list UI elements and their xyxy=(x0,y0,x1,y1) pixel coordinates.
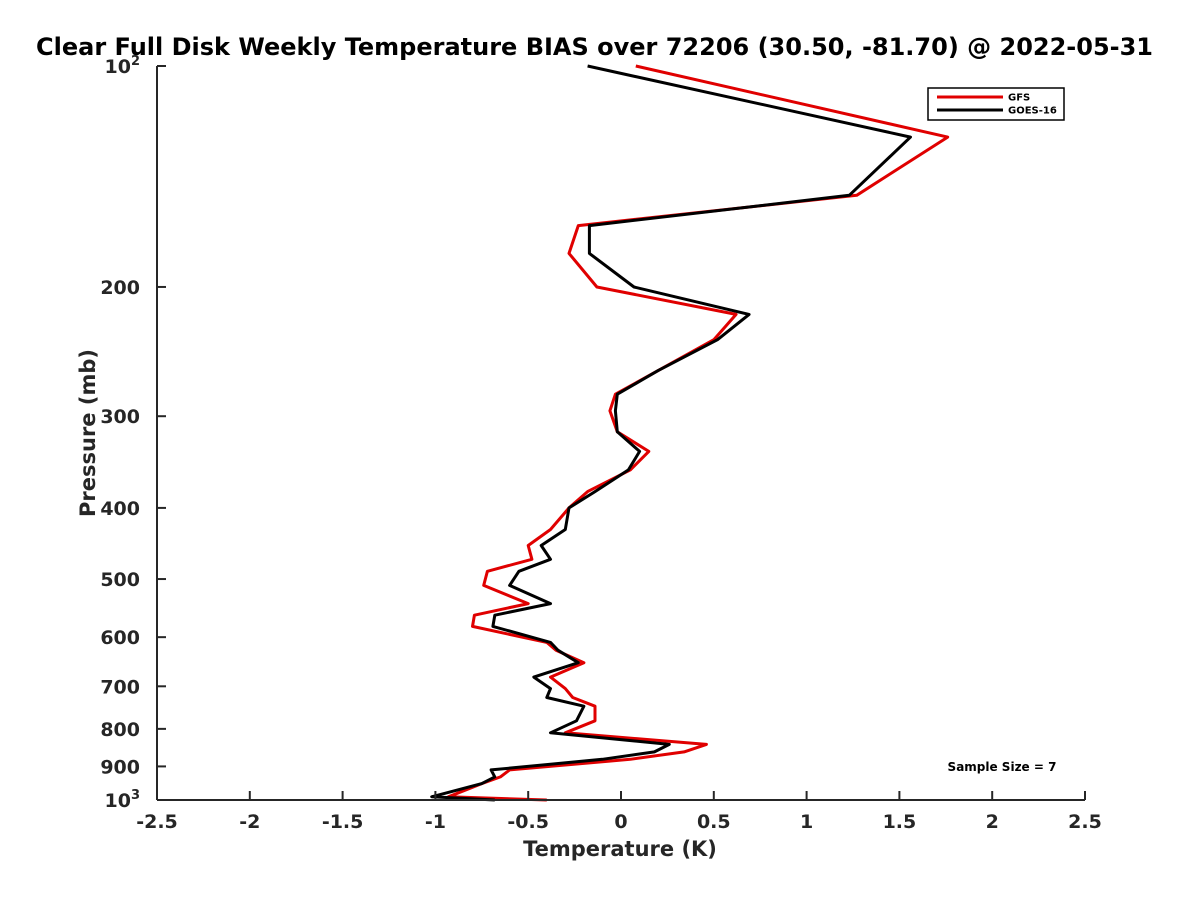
x-tick-label: 0 xyxy=(614,811,627,833)
x-tick-label: -0.5 xyxy=(507,811,549,833)
series-line-1 xyxy=(446,64,950,802)
x-axis-label: Temperature (K) xyxy=(523,837,717,861)
chart-title: Clear Full Disk Weekly Temperature BIAS … xyxy=(36,33,1153,61)
y-axis-ticks: 102 200 300 400 500 600 700 800 900 103 xyxy=(100,54,166,812)
x-tick-label: -1.5 xyxy=(322,811,364,833)
x-tick-label: -2 xyxy=(239,811,260,833)
x-tick-label: 2.5 xyxy=(1068,811,1102,833)
y-tick-label: 103 xyxy=(105,788,141,812)
legend-label-2: GOES-16 xyxy=(1008,106,1057,117)
y-tick-label: 800 xyxy=(100,719,140,741)
legend-label-1: GFS xyxy=(1008,93,1030,104)
series-line-2 xyxy=(430,64,912,802)
y-tick-label: 200 xyxy=(100,277,140,299)
x-tick-label: 0.5 xyxy=(697,811,731,833)
sample-size-annotation: Sample Size = 7 xyxy=(948,760,1057,774)
y-tick-label: 700 xyxy=(100,676,140,698)
x-tick-label: 1 xyxy=(800,811,813,833)
x-tick-label: -2.5 xyxy=(136,811,178,833)
x-tick-label: 1.5 xyxy=(883,811,917,833)
plot-lines xyxy=(430,64,950,802)
legend: GFS GOES-16 xyxy=(927,87,1065,121)
y-tick-label: 300 xyxy=(100,406,140,428)
y-tick-label: 600 xyxy=(100,627,140,649)
x-axis-ticks: -2.5 -2 -1.5 -1 -0.5 0 0.5 1 1.5 2 2.5 xyxy=(136,791,1102,833)
legend-box xyxy=(927,87,1065,121)
y-tick-label: 500 xyxy=(100,569,140,591)
x-tick-label: -1 xyxy=(425,811,446,833)
y-tick-label: 900 xyxy=(100,756,140,778)
x-tick-label: 2 xyxy=(986,811,999,833)
y-tick-label: 102 xyxy=(105,54,141,78)
y-axis-label: Pressure (mb) xyxy=(76,349,100,517)
y-tick-label: 400 xyxy=(100,498,140,520)
